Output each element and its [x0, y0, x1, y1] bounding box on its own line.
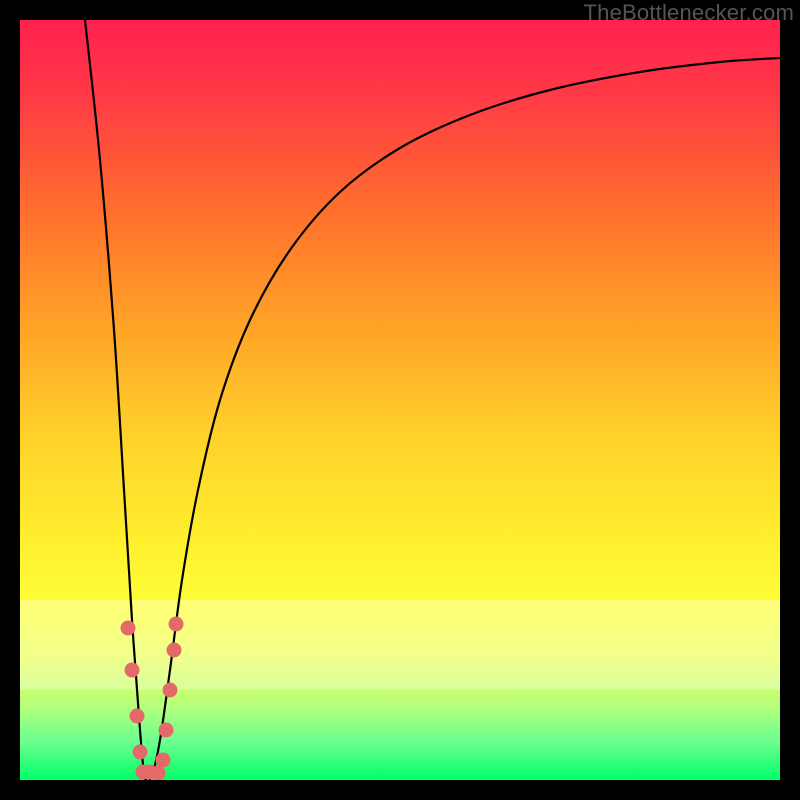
data-marker: [163, 683, 178, 698]
data-marker: [156, 753, 171, 768]
data-marker: [159, 723, 174, 738]
data-marker: [167, 643, 182, 658]
chart-svg: [0, 0, 800, 800]
data-marker: [121, 621, 136, 636]
data-marker: [151, 766, 166, 781]
chart-stage: TheBottlenecker.com: [0, 0, 800, 800]
watermark-text: TheBottlenecker.com: [584, 0, 794, 26]
data-marker: [169, 617, 184, 632]
data-marker: [130, 709, 145, 724]
data-marker: [125, 663, 140, 678]
data-marker: [133, 745, 148, 760]
